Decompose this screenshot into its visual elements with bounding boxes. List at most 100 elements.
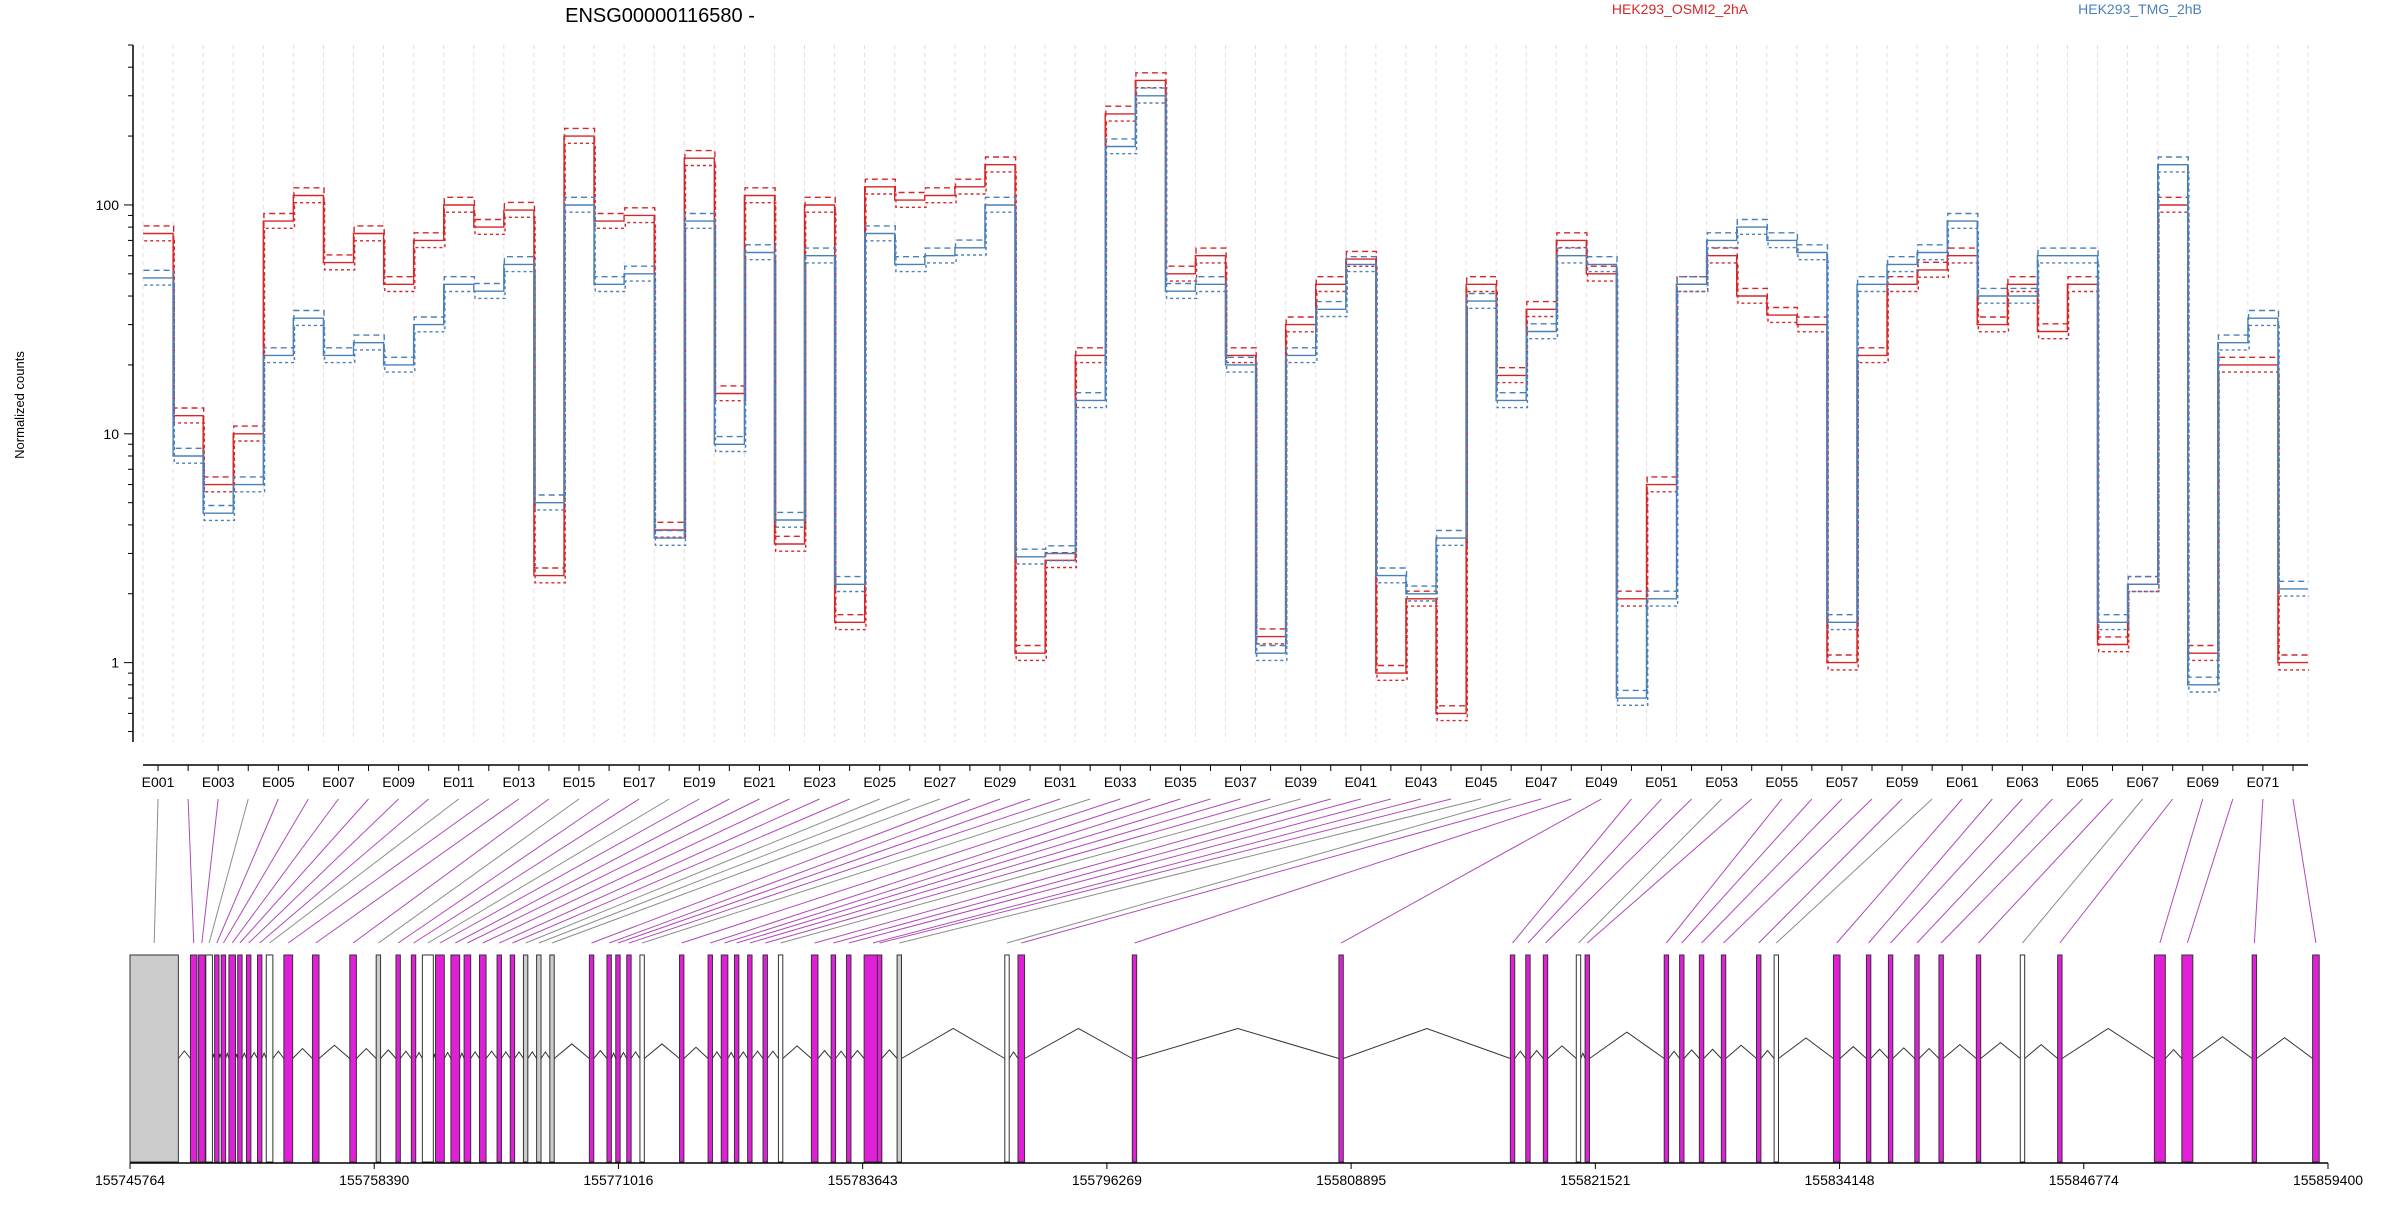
exon-connector bbox=[1578, 798, 1723, 944]
genomic-tick-label: 155771016 bbox=[583, 1172, 653, 1188]
series-line-tmg bbox=[143, 87, 2309, 692]
intron-line bbox=[2164, 1048, 2183, 1059]
grid-lines bbox=[142, 45, 2309, 742]
x-tick-label: E031 bbox=[1044, 774, 1077, 790]
exon-box bbox=[245, 954, 252, 1163]
x-tick-label: E001 bbox=[142, 774, 175, 790]
intron-line bbox=[501, 1050, 511, 1059]
intron-line bbox=[177, 1050, 191, 1059]
x-tick-label: E029 bbox=[984, 774, 1017, 790]
exon-box bbox=[1017, 954, 1026, 1163]
exon-box bbox=[1542, 954, 1549, 1163]
exon-box bbox=[733, 954, 740, 1163]
x-tick-label: E067 bbox=[2126, 774, 2159, 790]
intron-line bbox=[1136, 1027, 1340, 1059]
exon-connector bbox=[608, 798, 1001, 944]
intron-line bbox=[527, 1050, 538, 1059]
exon-connector bbox=[1775, 798, 1933, 944]
exon-connector bbox=[287, 798, 490, 944]
exon-connector bbox=[617, 798, 1031, 944]
exon-box bbox=[1584, 954, 1590, 1163]
exon-box bbox=[536, 954, 542, 1163]
exon-connector bbox=[467, 798, 760, 944]
exon-box bbox=[1663, 954, 1670, 1163]
exon-connector bbox=[2159, 798, 2204, 944]
intron-line bbox=[1725, 1044, 1757, 1059]
intron-line bbox=[272, 1050, 285, 1059]
x-tick-label: E035 bbox=[1164, 774, 1197, 790]
intron-line bbox=[1024, 1027, 1133, 1059]
exon-box bbox=[2251, 954, 2258, 1163]
exon-box bbox=[129, 954, 179, 1163]
exon-connector bbox=[525, 798, 880, 944]
exon-box bbox=[1773, 954, 1780, 1163]
intron-line bbox=[1980, 1041, 2021, 1059]
intron-line bbox=[1918, 1047, 1940, 1059]
intron-line bbox=[2256, 1037, 2313, 1059]
exon-connector bbox=[1758, 798, 1903, 944]
intron-line bbox=[901, 1027, 1006, 1059]
exon-connector bbox=[879, 798, 1452, 944]
intron-line bbox=[1343, 1027, 1511, 1059]
intron-line bbox=[835, 1050, 847, 1059]
exon-box bbox=[2019, 954, 2026, 1163]
exon-connector bbox=[1512, 798, 1632, 944]
intron-line bbox=[540, 1050, 551, 1059]
genomic-tick-label: 155821521 bbox=[1560, 1172, 1630, 1188]
intron-line bbox=[225, 1051, 230, 1059]
intron-line bbox=[292, 1047, 313, 1059]
y-axis: 1 10 100 bbox=[96, 44, 134, 742]
exon-connector bbox=[1527, 798, 1662, 944]
intron-line bbox=[380, 1049, 397, 1059]
exon-connector bbox=[439, 798, 700, 944]
exon-connector bbox=[427, 798, 670, 944]
x-tick-label: E043 bbox=[1405, 774, 1438, 790]
intron-line bbox=[399, 1050, 412, 1059]
intron-line bbox=[1547, 1045, 1577, 1059]
exon-box bbox=[421, 954, 434, 1163]
exon-connector bbox=[315, 798, 520, 944]
exon-connector bbox=[641, 798, 1091, 944]
exon-connector bbox=[153, 798, 159, 944]
x-tick-label: E061 bbox=[1946, 774, 1979, 790]
exon-connector bbox=[2253, 798, 2264, 944]
x-tick-label: E047 bbox=[1525, 774, 1558, 790]
x-tick-label: E019 bbox=[683, 774, 716, 790]
series-line-tmg bbox=[144, 102, 2310, 706]
exon-box bbox=[198, 954, 206, 1163]
intron-line bbox=[630, 1050, 641, 1059]
intron-line bbox=[782, 1045, 812, 1059]
genomic-tick-label: 155808895 bbox=[1316, 1172, 1386, 1188]
exon-box bbox=[549, 954, 555, 1163]
exon-connector bbox=[352, 798, 550, 944]
exon-box bbox=[2153, 954, 2166, 1163]
genomic-tick-label: 155758390 bbox=[339, 1172, 409, 1188]
exon-connector bbox=[724, 798, 1181, 944]
intron-line bbox=[1839, 1045, 1867, 1059]
x-tick-label: E007 bbox=[322, 774, 355, 790]
genomic-tick-label: 155745764 bbox=[95, 1172, 165, 1188]
intron-line bbox=[459, 1051, 465, 1059]
exon-connector bbox=[239, 798, 369, 944]
exon-box bbox=[747, 954, 753, 1163]
exon-box bbox=[1832, 954, 1841, 1163]
x-tick-label: E015 bbox=[563, 774, 596, 790]
exon-connector bbox=[269, 798, 460, 944]
exon-box bbox=[762, 954, 768, 1163]
exon-box bbox=[830, 954, 837, 1163]
exon-connector bbox=[1836, 798, 1963, 944]
gene-model bbox=[129, 954, 2320, 1163]
intron-line bbox=[2024, 1043, 2058, 1059]
x-tick-label: E053 bbox=[1705, 774, 1738, 790]
x-tick-label: E005 bbox=[262, 774, 295, 790]
intron-line bbox=[415, 1051, 423, 1059]
exon-box bbox=[588, 954, 595, 1163]
exon-box bbox=[478, 954, 487, 1163]
intron-line bbox=[514, 1050, 524, 1059]
series-lines bbox=[143, 72, 2310, 722]
exon-connector bbox=[814, 798, 1331, 944]
exon-box bbox=[237, 954, 243, 1163]
x-tick-label: E063 bbox=[2006, 774, 2039, 790]
exon-connector bbox=[1021, 798, 1542, 944]
exon-connector bbox=[2292, 798, 2317, 944]
